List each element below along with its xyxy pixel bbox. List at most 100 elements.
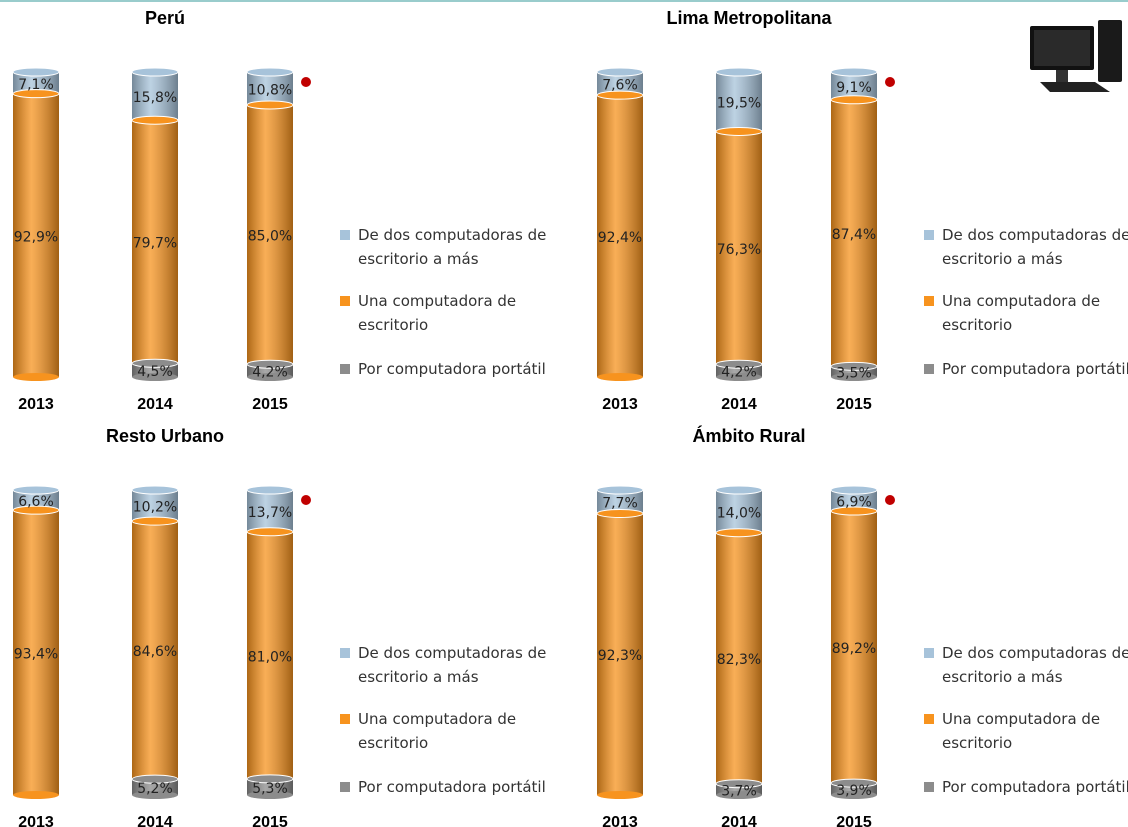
value-label: 79,7% [133,236,177,252]
bar-shade [13,93,59,377]
cylinder-cap [831,791,877,799]
cylinder-cap [715,359,763,369]
legend-swatch [924,648,934,658]
value-label: 7,7% [602,496,638,512]
cylinder-cap [596,485,644,495]
cylinder-cap [246,774,294,784]
bar-shade [247,490,293,532]
legend-label: De dos computadoras de escritorio a más [942,644,1128,686]
bar-shade [247,778,293,795]
bar-shade [247,72,293,105]
value-label: 15,8% [133,90,177,106]
cylinder-cap [830,361,878,371]
x-tick-label: 2015 [252,396,288,413]
legend-label: Una computadora de escritorio [942,710,1101,752]
cylinder-cap [12,89,60,99]
bar-shade [132,521,178,780]
legend-label: Por computadora portátil [358,360,546,378]
legend-swatch [340,230,350,240]
x-tick-label: 2013 [18,814,54,827]
bar-shade [13,72,59,94]
legend-label: Una computadora de escritorio [358,710,517,752]
marker-dot [301,77,311,87]
bar-shade [831,99,877,367]
value-label: 85,0% [248,229,292,245]
value-label: 82,3% [717,652,761,668]
bar-shade [597,490,643,514]
legend-label: De dos computadoras de escritorio a más [942,226,1128,268]
x-tick-label: 2014 [721,396,757,413]
cylinder-cap [246,527,294,537]
cylinder-cap [830,67,878,77]
computer-icon [1030,20,1122,92]
bar-shade [132,120,178,364]
x-tick-label: 2013 [602,396,638,413]
value-label: 19,5% [717,96,761,112]
cylinder-cap [246,485,294,495]
cylinder-cap [246,100,294,110]
cylinder-cap [131,67,179,77]
value-label: 14,0% [717,505,761,521]
bar-shade [13,510,59,795]
cylinder-cap [131,115,179,125]
legend-label: Por computadora portátil [358,778,546,796]
bar-shade [597,513,643,795]
legend-swatch [340,296,350,306]
cylinder-cap [715,485,763,495]
x-tick-label: 2015 [836,396,872,413]
value-label: 89,2% [832,641,876,657]
cylinder-cap [247,373,293,381]
legend-label: Por computadora portátil [942,360,1128,378]
cylinder-cap [131,485,179,495]
value-label: 7,1% [18,77,54,93]
bar-shade [716,72,762,132]
bar-shade [597,72,643,96]
cylinder-cap [716,373,762,381]
bar-shade [716,490,762,533]
bar-shade [13,490,59,511]
value-label: 7,6% [602,78,638,94]
x-tick-label: 2013 [18,396,54,413]
legend-swatch [924,230,934,240]
cylinder-cap [716,791,762,799]
cylinder-cap [830,485,878,495]
cylinder-cap [596,90,644,100]
legend-swatch [340,364,350,374]
x-tick-label: 2013 [602,814,638,827]
legend-label: De dos computadoras de escritorio a más [358,226,547,268]
bar-shade [831,490,877,512]
cylinder-cap [13,373,59,381]
legend-swatch [924,296,934,306]
legend-swatch [340,648,350,658]
value-label: 3,9% [836,783,872,799]
legend-swatch [924,364,934,374]
cylinder-cap [246,67,294,77]
cylinder-cap [131,358,179,368]
marker-dot [885,495,895,505]
bar-shade [831,366,877,377]
value-label: 87,4% [832,227,876,243]
cylinder-cap [830,506,878,516]
value-label: 6,9% [836,495,872,511]
legend-label: De dos computadoras de escritorio a más [358,644,547,686]
legend-swatch [340,782,350,792]
bar-shade [132,72,178,121]
chart-title: Perú [145,8,185,28]
x-tick-label: 2014 [137,814,173,827]
legend-swatch [924,714,934,724]
chart-title: Ámbito Rural [692,425,805,446]
cylinder-cap [831,373,877,381]
x-tick-label: 2015 [836,814,872,827]
marker-dot [301,495,311,505]
cylinder-cap [132,373,178,381]
cylinder-cap [715,126,763,136]
value-label: 10,8% [248,82,292,98]
value-label: 4,2% [252,365,288,381]
cylinder-cap [247,791,293,799]
bar-shade [132,490,178,522]
legend-label: Una computadora de escritorio [358,292,517,334]
value-label: 76,3% [717,242,761,258]
legend-label: Una computadora de escritorio [942,292,1101,334]
value-label: 81,0% [248,649,292,665]
cylinder-cap [597,373,643,381]
